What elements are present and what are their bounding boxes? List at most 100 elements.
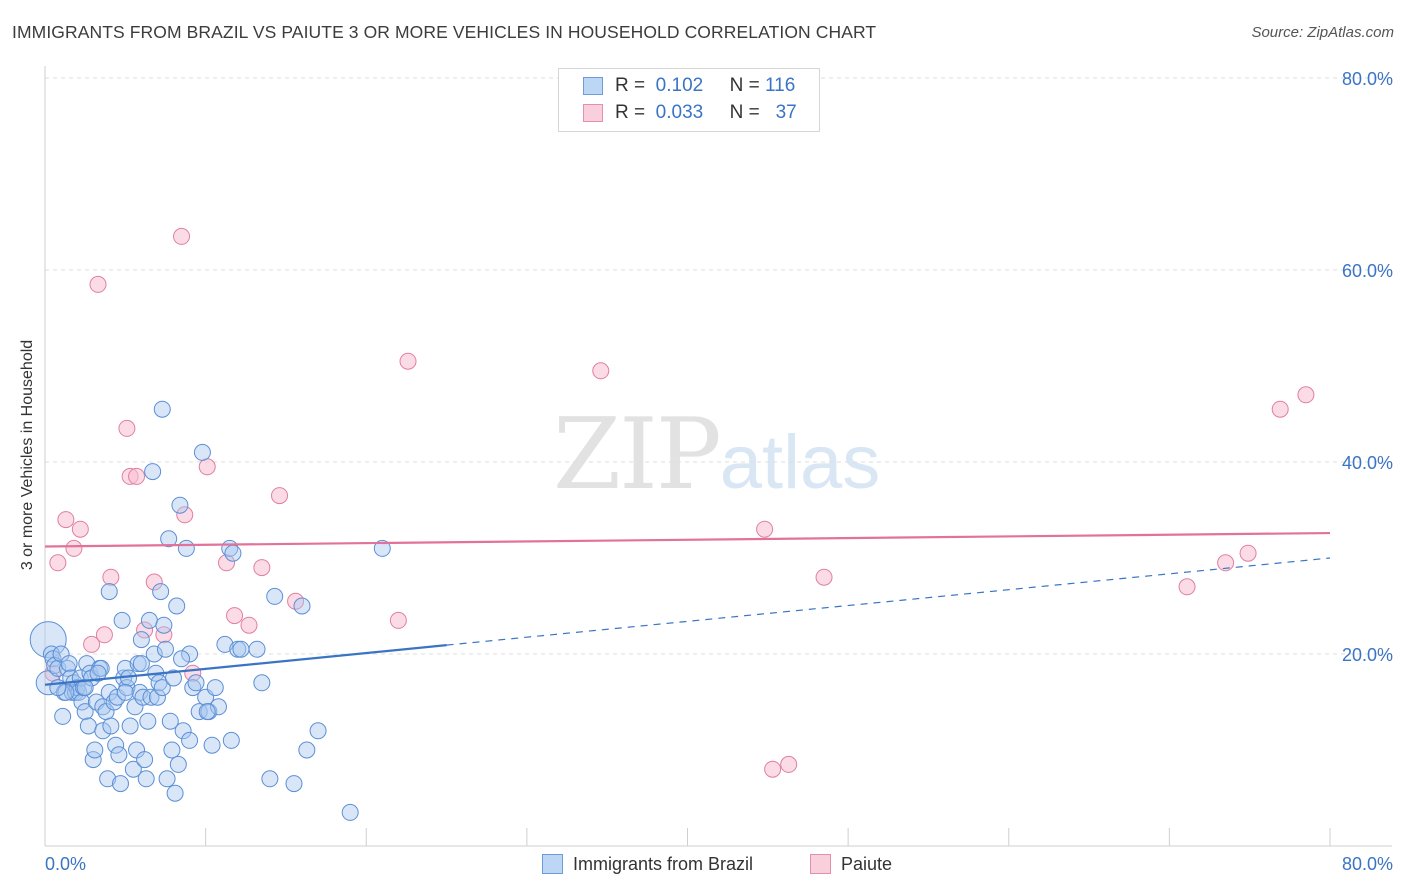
paiute-point (1217, 554, 1235, 572)
brazil-point (248, 640, 266, 658)
legend-brazil-swatch (542, 854, 563, 874)
paiute-point (780, 755, 798, 773)
brazil-point (166, 784, 184, 802)
brazil-point (169, 755, 187, 773)
paiute-point (756, 520, 774, 538)
legend-item-brazil: Immigrants from Brazil (542, 852, 753, 876)
paiute-point (71, 520, 89, 538)
brazil-point (152, 583, 170, 601)
brazil-point (92, 659, 110, 677)
legend-brazil-label: Immigrants from Brazil (573, 853, 754, 874)
brazil-point (193, 443, 211, 461)
paiute-point (145, 573, 163, 591)
paiute-point (118, 419, 136, 437)
axes (44, 66, 1392, 847)
brazil-point (309, 722, 327, 740)
brazil-point (224, 544, 242, 562)
paiute-point (136, 621, 154, 639)
brazil-point (209, 698, 227, 716)
paiute-point (89, 275, 107, 293)
brazil-point (113, 611, 131, 629)
brazil-point (253, 674, 271, 692)
paiute-point (65, 539, 83, 557)
brazil-swatch (583, 77, 603, 95)
r-value: 0.033 (655, 102, 704, 123)
paiute-points (44, 227, 1315, 778)
y-tick-label-80: 80.0% (1342, 69, 1393, 89)
brazil-point (94, 722, 112, 740)
y-tick-label-40: 40.0% (1342, 453, 1393, 473)
brazil-point (181, 645, 199, 663)
r-label: R = (615, 102, 646, 123)
paiute-point (226, 607, 244, 625)
brazil-point (165, 669, 182, 687)
brazil-trend-line (44, 644, 447, 686)
brazil-point (232, 640, 250, 658)
brazil-point (110, 746, 128, 764)
chart-title: IMMIGRANTS FROM BRAZIL VS PAIUTE 3 OR MO… (12, 22, 877, 42)
brazil-point (261, 770, 279, 788)
brazil-point (173, 650, 191, 668)
trend-lines (44, 531, 1331, 686)
brazil-points (29, 400, 391, 821)
paiute-point (764, 760, 782, 778)
brazil-point (293, 597, 311, 615)
paiute-point (1239, 544, 1257, 562)
stats-row-paiute: R = 0.033 N = 37 (583, 100, 797, 126)
brazil-point (102, 717, 120, 735)
legend-paiute-label: Paiute (841, 853, 893, 874)
x-tick-labels: 0.0% 80.0% (45, 854, 1393, 874)
brazil-point (171, 496, 189, 514)
paiute-point (218, 554, 236, 572)
brazil-point (266, 587, 284, 605)
brazil-point (222, 731, 240, 749)
x-tick-label-max: 80.0% (1342, 854, 1393, 874)
paiute-point (389, 611, 407, 629)
brazil-point (168, 597, 186, 615)
brazil-point (131, 683, 149, 701)
brazil-point (341, 803, 359, 821)
brazil-point (99, 770, 117, 788)
legend-item-paiute: Paiute (810, 852, 892, 876)
paiute-point (57, 511, 75, 529)
paiute-point (592, 362, 610, 380)
brazil-point (132, 655, 150, 673)
brazil-point (121, 717, 139, 735)
paiute-point (198, 458, 216, 476)
paiute-trend-line (44, 531, 1331, 548)
stats-legend: R = 0.102 N = 116 R = 0.033 N = 37 (558, 68, 820, 132)
paiute-point (399, 352, 417, 370)
brazil-point (44, 650, 62, 668)
brazil-point (136, 751, 154, 769)
brazil-point (156, 640, 174, 658)
r-label: R = (615, 75, 646, 96)
brazil-point (187, 674, 205, 692)
y-tick-labels: 20.0% 40.0% 60.0% 80.0% (1342, 69, 1393, 665)
brazil-point (177, 539, 195, 557)
n-label: N = (729, 75, 760, 96)
brazil-point (155, 616, 173, 634)
paiute-point (1178, 578, 1196, 596)
brazil-trend-extension (446, 557, 1331, 646)
r-value: 0.102 (655, 75, 704, 96)
paiute-point (1297, 386, 1315, 404)
gridlines (45, 77, 1392, 655)
brazil-point (60, 655, 78, 673)
y-tick-label-20: 20.0% (1342, 645, 1393, 665)
paiute-point (155, 626, 173, 644)
brazil-point (139, 712, 157, 730)
legend-paiute-swatch (810, 854, 831, 874)
brazil-point (148, 688, 166, 706)
brazil-point (111, 775, 129, 793)
brazil-point (86, 741, 104, 759)
n-value: 116 (765, 75, 796, 96)
n-value: 37 (775, 102, 797, 123)
brazil-point (116, 683, 134, 701)
brazil-point (107, 736, 125, 754)
brazil-point (94, 698, 112, 716)
brazil-point (89, 664, 107, 682)
brazil-point (137, 770, 155, 788)
paiute-point (815, 568, 833, 586)
brazil-point (160, 530, 178, 548)
paiute-point (271, 487, 289, 505)
